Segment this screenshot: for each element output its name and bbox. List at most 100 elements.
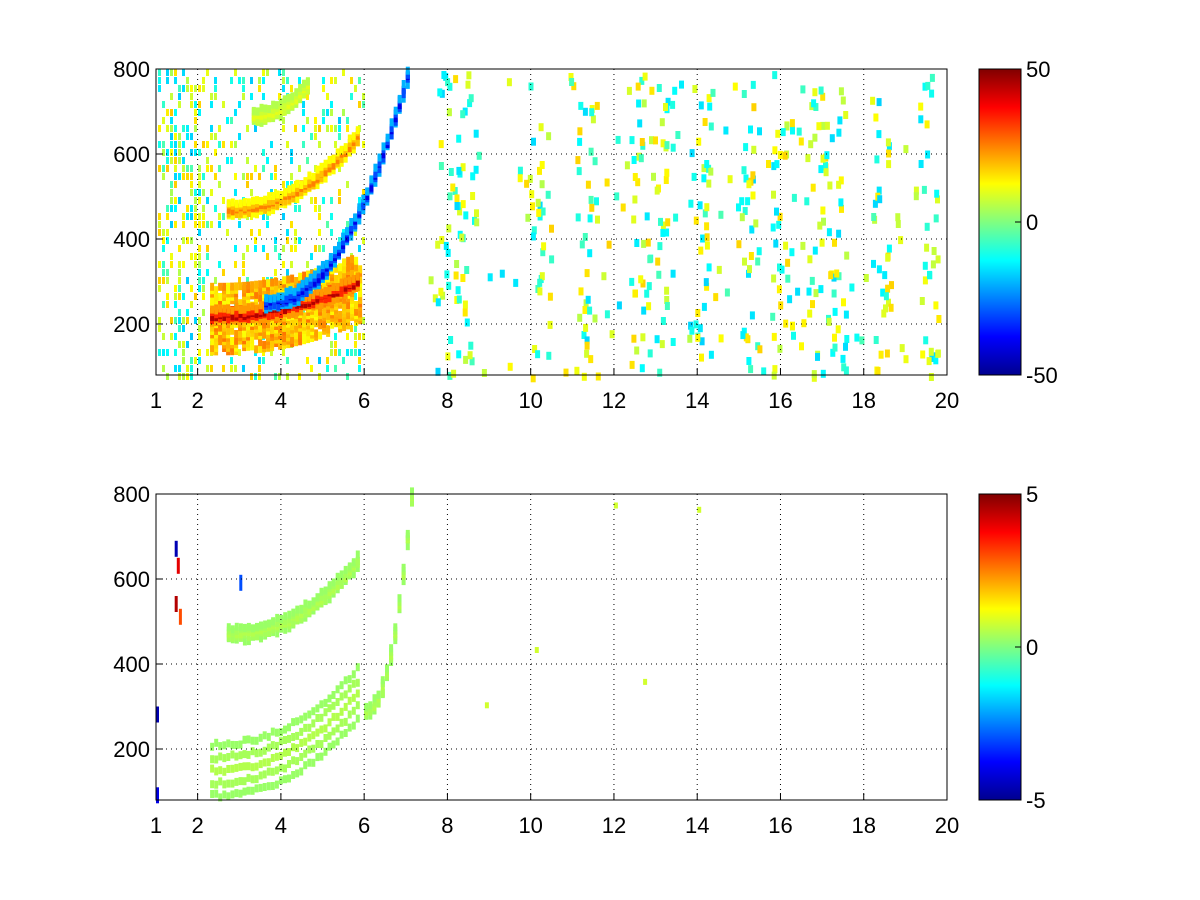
heatmap-cell — [258, 365, 261, 372]
x-tick-label: 18 — [851, 388, 875, 413]
heatmap-cell — [194, 213, 197, 220]
heatmap-cell — [290, 149, 293, 156]
heatmap-cell — [218, 282, 223, 291]
heatmap-cell — [306, 261, 309, 268]
heatmap-cell — [206, 245, 209, 252]
heatmap-cell — [254, 373, 257, 380]
heatmap-cell — [190, 301, 193, 308]
ridge-cell — [267, 109, 272, 118]
heatmap-cell — [186, 213, 189, 220]
heatmap-cell — [464, 318, 470, 327]
heatmap-cell — [198, 253, 201, 260]
heatmap-cell — [840, 354, 846, 363]
heatmap-cell — [190, 165, 193, 172]
heatmap-cell — [807, 309, 813, 318]
heatmap-cell — [584, 269, 590, 278]
heatmap-cell — [871, 213, 877, 221]
heatmap-cell — [222, 213, 225, 220]
heatmap-cell — [166, 301, 169, 308]
heatmap-cell — [592, 314, 598, 323]
heatmap-cell — [838, 87, 844, 96]
ridge-cell — [303, 761, 308, 770]
ridge-cell — [271, 105, 276, 114]
ridge-cell — [246, 750, 251, 759]
heatmap-cell — [290, 85, 293, 92]
heatmap-cell — [226, 326, 231, 335]
heatmap-cell — [771, 190, 776, 199]
heatmap-cell — [342, 69, 345, 76]
ridge-cell — [226, 779, 231, 788]
ridge-cell — [230, 633, 235, 642]
heatmap-cell — [186, 85, 189, 92]
heatmap-cell — [218, 333, 223, 342]
heatmap-cell — [282, 77, 285, 84]
heatmap-cell — [820, 206, 826, 215]
heatmap-cell — [499, 269, 505, 278]
heatmap-cell — [354, 333, 357, 340]
ridge-cell — [218, 752, 223, 761]
ridge-cell — [258, 301, 263, 310]
heatmap-cell — [218, 125, 221, 132]
heatmap-cell — [182, 293, 185, 300]
heatmap-cell — [358, 101, 361, 108]
heatmap-cell — [460, 200, 466, 209]
heatmap-cell — [226, 340, 231, 349]
ridge-cell — [287, 310, 291, 319]
ridge-cell — [272, 301, 277, 310]
heatmap-cell — [338, 117, 341, 124]
heatmap-cell — [578, 287, 584, 296]
heatmap-cell — [278, 253, 281, 260]
heatmap-cell — [170, 69, 173, 76]
ridge-cell — [331, 691, 336, 699]
heatmap-cell — [258, 344, 263, 353]
heatmap-cell — [539, 161, 545, 169]
heatmap-cell — [859, 336, 865, 345]
heatmap-cell — [226, 296, 231, 305]
ridge-cell — [299, 610, 304, 619]
heatmap-cell — [569, 78, 575, 86]
heatmap-cell — [258, 373, 261, 380]
ridge-cell — [226, 305, 231, 314]
heatmap-cell — [841, 363, 847, 372]
heatmap-cell — [350, 325, 353, 332]
ridge-cell — [295, 769, 300, 778]
heatmap-cell — [174, 349, 177, 356]
heatmap-cell — [739, 213, 745, 222]
ridge-cell — [405, 66, 410, 75]
ridge-cell — [234, 302, 239, 311]
heatmap-cell — [873, 113, 879, 122]
heatmap-cell — [190, 373, 193, 380]
heatmap-cell — [812, 133, 818, 142]
heatmap-cell — [334, 264, 339, 273]
heatmap-cell — [821, 217, 826, 226]
heatmap-cell — [262, 349, 265, 356]
ridge-cell — [323, 174, 328, 183]
ridge-cell — [250, 302, 255, 311]
heatmap-cell — [789, 248, 795, 257]
heatmap-cell — [771, 162, 777, 171]
x-tick-label: 14 — [685, 388, 709, 413]
ridge-cell — [355, 126, 360, 135]
heatmap-cell — [178, 149, 181, 156]
heatmap-cell — [362, 333, 365, 340]
heatmap-cell — [639, 364, 645, 373]
ridge-cell — [296, 293, 301, 302]
heatmap-cell — [749, 225, 755, 234]
ridge-cell — [331, 578, 336, 587]
heatmap-cell — [903, 355, 909, 364]
ridge-cell — [283, 775, 287, 784]
heatmap-cell — [487, 273, 493, 282]
heatmap-cell — [290, 318, 295, 327]
ridge-cell — [234, 789, 239, 798]
ridge-cell — [258, 306, 263, 315]
ridge-cell — [218, 309, 223, 318]
x-tick-label: 6 — [358, 388, 370, 413]
ridge-cell — [230, 306, 235, 315]
heatmap-cell — [326, 311, 331, 320]
ridge-cell — [351, 274, 356, 283]
heatmap-cell — [924, 222, 930, 231]
ridge-cell — [234, 199, 239, 208]
heatmap-cell — [262, 93, 265, 100]
heatmap-cell — [843, 366, 849, 375]
